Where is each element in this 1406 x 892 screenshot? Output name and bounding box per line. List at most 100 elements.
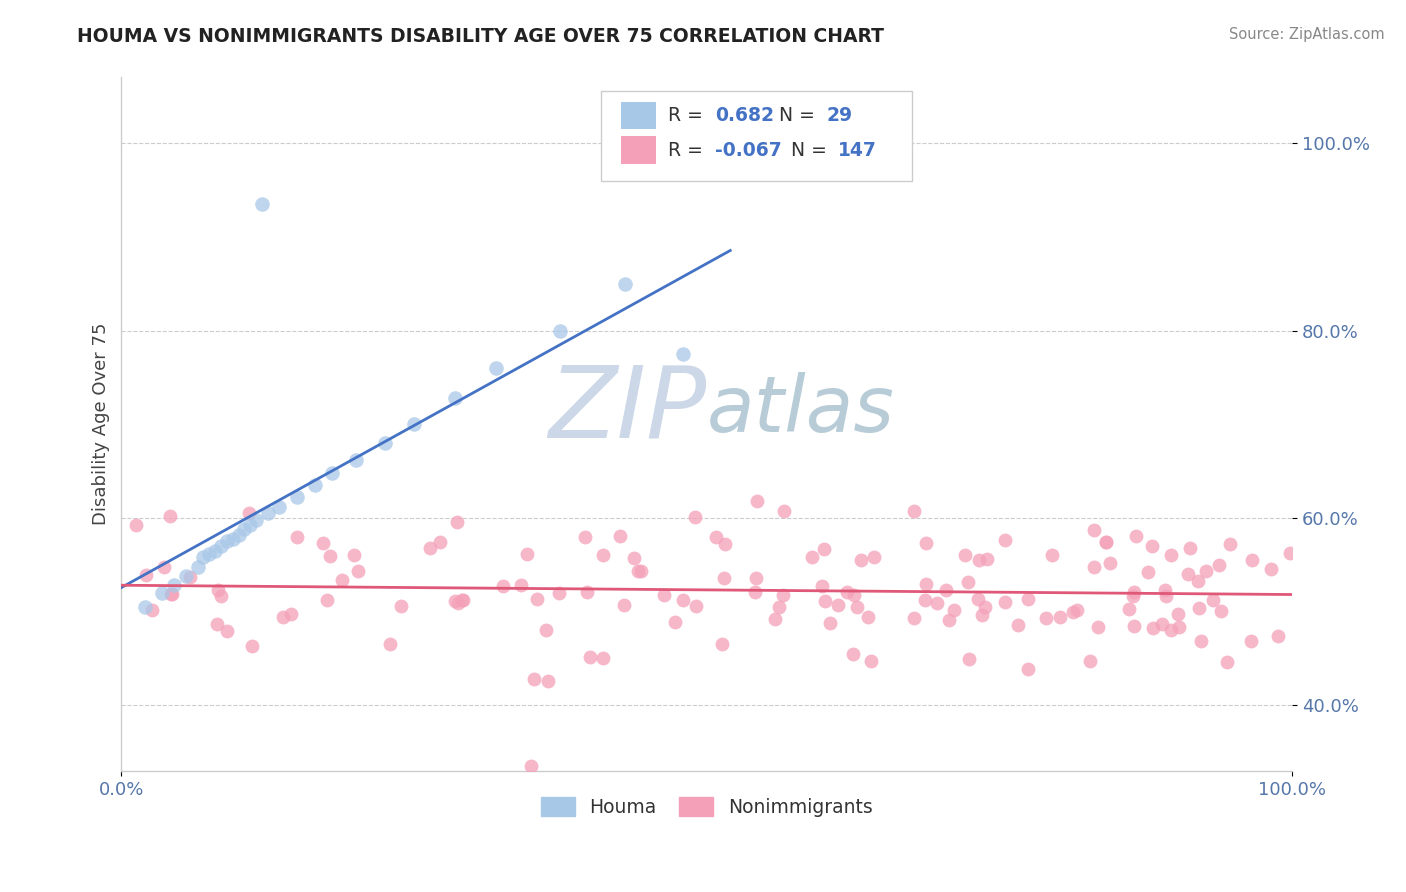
Point xyxy=(233,522,256,536)
Point xyxy=(973,600,995,615)
Point xyxy=(957,652,980,666)
Point xyxy=(347,564,370,578)
Point xyxy=(713,571,735,585)
Point xyxy=(312,535,335,549)
Point xyxy=(1240,634,1263,648)
Point xyxy=(1189,633,1212,648)
Point xyxy=(592,548,614,562)
Point xyxy=(704,530,727,544)
Point xyxy=(976,552,998,566)
Point xyxy=(630,565,652,579)
Point xyxy=(938,613,960,627)
Point xyxy=(159,508,181,523)
Text: atlas: atlas xyxy=(707,372,894,449)
Point xyxy=(198,547,221,561)
Point xyxy=(228,528,250,542)
Point xyxy=(378,637,401,651)
Point xyxy=(1216,656,1239,670)
FancyBboxPatch shape xyxy=(602,91,911,181)
Point xyxy=(153,560,176,574)
Point xyxy=(744,585,766,599)
Point xyxy=(827,598,849,612)
Point xyxy=(1160,548,1182,562)
Point xyxy=(160,587,183,601)
Point xyxy=(125,518,148,533)
Point xyxy=(1202,592,1225,607)
Point xyxy=(485,361,508,376)
Point xyxy=(1137,565,1160,579)
Point xyxy=(193,550,215,565)
Point xyxy=(863,550,886,565)
Point xyxy=(763,612,786,626)
Point xyxy=(174,569,197,583)
Point xyxy=(1279,545,1302,559)
Point xyxy=(522,672,544,686)
Point xyxy=(447,596,470,610)
Point xyxy=(710,637,733,651)
Point xyxy=(215,624,238,638)
Point xyxy=(1007,618,1029,632)
Point xyxy=(344,453,367,467)
Point xyxy=(846,599,869,614)
Point xyxy=(1140,539,1163,553)
Point xyxy=(389,599,412,613)
Point xyxy=(250,197,273,211)
Point xyxy=(966,591,988,606)
Point xyxy=(239,518,262,533)
Point xyxy=(772,588,794,602)
Point xyxy=(443,594,465,608)
Point xyxy=(579,649,602,664)
Point xyxy=(134,600,156,615)
Point xyxy=(714,537,737,551)
Point xyxy=(967,553,990,567)
Point xyxy=(1154,583,1177,598)
Point xyxy=(627,565,650,579)
FancyBboxPatch shape xyxy=(621,102,657,129)
Point xyxy=(280,607,302,622)
Point xyxy=(209,589,232,603)
Point xyxy=(1150,617,1173,632)
Point xyxy=(745,572,768,586)
Point xyxy=(1118,601,1140,615)
Text: HOUMA VS NONIMMIGRANTS DISABILITY AGE OVER 75 CORRELATION CHART: HOUMA VS NONIMMIGRANTS DISABILITY AGE OV… xyxy=(77,27,884,45)
Point xyxy=(1267,629,1289,643)
Point xyxy=(404,417,426,432)
Point xyxy=(204,543,226,558)
Point xyxy=(956,575,979,590)
Point xyxy=(1125,529,1147,543)
Point xyxy=(1180,541,1202,555)
Point xyxy=(1122,590,1144,604)
Point xyxy=(1167,607,1189,622)
Point xyxy=(450,592,472,607)
Point xyxy=(304,478,326,492)
Point xyxy=(273,610,295,624)
Point xyxy=(152,586,174,600)
Point xyxy=(343,548,366,562)
Point xyxy=(207,583,229,598)
Point xyxy=(683,509,706,524)
Point xyxy=(915,577,938,591)
Point xyxy=(1241,553,1264,567)
Point xyxy=(942,603,965,617)
Point xyxy=(914,536,936,550)
Point xyxy=(238,506,260,520)
Point xyxy=(613,598,636,612)
Point xyxy=(240,639,263,653)
Point xyxy=(1066,603,1088,617)
Point xyxy=(914,592,936,607)
Point xyxy=(860,654,883,668)
Point xyxy=(550,324,572,338)
Point xyxy=(1035,611,1057,625)
Point xyxy=(814,594,837,608)
Point xyxy=(903,610,925,624)
Point xyxy=(1195,564,1218,578)
Y-axis label: Disability Age Over 75: Disability Age Over 75 xyxy=(93,323,110,525)
Point xyxy=(576,585,599,599)
Point xyxy=(745,494,768,508)
Point xyxy=(672,347,695,361)
Point xyxy=(813,542,835,557)
Point xyxy=(1211,604,1233,618)
Point xyxy=(925,596,948,610)
Text: 147: 147 xyxy=(838,141,877,160)
Text: Source: ZipAtlas.com: Source: ZipAtlas.com xyxy=(1229,27,1385,42)
